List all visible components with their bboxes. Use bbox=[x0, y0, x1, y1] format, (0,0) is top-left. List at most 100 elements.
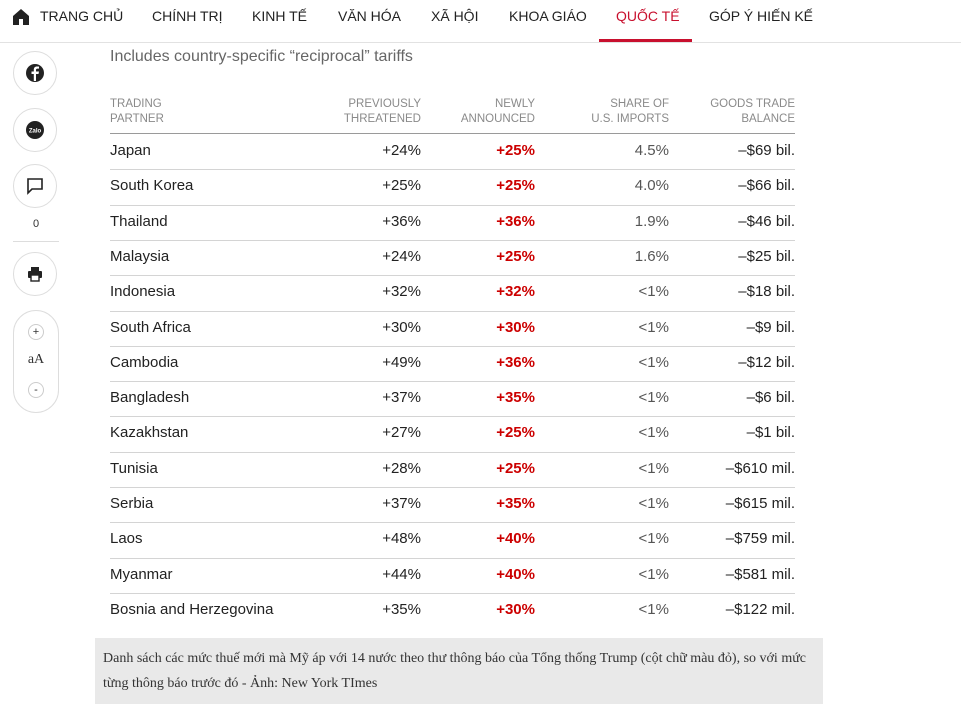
table-cell: Serbia bbox=[110, 495, 154, 512]
column-header: SHARE OF U.S. IMPORTS bbox=[591, 97, 669, 126]
nav-link[interactable]: TRANG CHỦ bbox=[40, 8, 124, 24]
row-rule bbox=[110, 522, 795, 524]
separator bbox=[13, 241, 59, 242]
header-line: GOODS TRADE bbox=[710, 98, 795, 110]
nav-link[interactable]: VĂN HÓA bbox=[338, 8, 402, 24]
nav-bar: TRANG CHỦ CHÍNH TRỊ KINH TẾ VĂN HÓA XÃ HỘI KH… bbox=[0, 0, 961, 43]
header-line: ANNOUNCED bbox=[460, 112, 535, 125]
table-cell: –$25 bil. bbox=[738, 247, 795, 265]
table-cell: –$581 mil. bbox=[725, 565, 795, 583]
row-rule bbox=[110, 557, 795, 559]
table-cell: –$6 bil. bbox=[746, 389, 795, 407]
table-subtitle: Includes country-specific “reciprocal” t… bbox=[110, 48, 413, 65]
table-cell: +32% bbox=[382, 283, 421, 301]
table-cell: <1% bbox=[638, 495, 669, 512]
table-cell: –$9 bil. bbox=[746, 318, 795, 336]
table-cell: –$610 mil. bbox=[725, 459, 795, 477]
table-cell: +28% bbox=[382, 459, 421, 477]
table-cell: South Africa bbox=[110, 318, 191, 336]
print-button[interactable] bbox=[13, 252, 57, 296]
table-cell: 1.6% bbox=[634, 247, 669, 265]
table-cell: Kazakhstan bbox=[110, 424, 189, 442]
nav-link[interactable]: XÃ HỘI bbox=[431, 8, 479, 24]
table-cell: South Korea bbox=[110, 177, 194, 195]
table-cell: <1% bbox=[638, 530, 669, 548]
table-cell: +37% bbox=[382, 495, 421, 512]
header-line: PREVIOUSLY bbox=[348, 98, 421, 110]
table-cell: –$12 bil. bbox=[738, 353, 795, 371]
active-underline bbox=[599, 39, 692, 42]
table-cell: –$759 mil. bbox=[725, 530, 795, 548]
table-cell: +37% bbox=[382, 389, 421, 407]
font-down-button[interactable]: - bbox=[28, 382, 44, 398]
header-line: THREATENED bbox=[343, 112, 421, 125]
table-cell: +35% bbox=[496, 495, 535, 512]
table-cell: +40% bbox=[496, 530, 535, 548]
table-cell: +49% bbox=[382, 353, 421, 371]
table-cell: +24% bbox=[382, 247, 421, 265]
row-rule bbox=[110, 169, 795, 171]
table-cell: <1% bbox=[638, 318, 669, 336]
table-cell: +25% bbox=[496, 459, 535, 477]
table-cell: Thailand bbox=[110, 212, 168, 230]
table-cell: 1.9% bbox=[634, 212, 669, 230]
table-cell: Tunisia bbox=[110, 459, 158, 477]
table-cell: +24% bbox=[382, 142, 421, 159]
home-icon[interactable] bbox=[12, 8, 30, 26]
column-header: NEWLY ANNOUNCED bbox=[461, 97, 535, 126]
table-cell: +25% bbox=[382, 177, 421, 195]
row-rule bbox=[110, 487, 795, 488]
nav-link[interactable]: KHOA GIÁO bbox=[509, 8, 587, 24]
header-line: TRADING bbox=[110, 98, 162, 110]
table-cell: +32% bbox=[496, 283, 535, 301]
table-cell: Cambodia bbox=[110, 353, 179, 371]
table-cell: +30% bbox=[382, 318, 421, 336]
row-rule bbox=[110, 345, 795, 347]
table-cell: Malaysia bbox=[110, 247, 170, 265]
table-cell: +35% bbox=[496, 389, 535, 407]
table-cell: Laos bbox=[110, 530, 143, 548]
table-cell: –$18 bil. bbox=[738, 283, 795, 301]
table-cell: +27% bbox=[382, 424, 421, 442]
row-rule bbox=[110, 416, 795, 418]
table-cell: –$69 bil. bbox=[738, 142, 795, 159]
facebook-button[interactable] bbox=[13, 51, 57, 95]
header-line: NEWLY bbox=[494, 98, 535, 110]
nav-link[interactable]: QUỐC TẾ bbox=[616, 8, 680, 24]
row-rule bbox=[110, 381, 795, 383]
svg-text:Zalo: Zalo bbox=[29, 129, 42, 135]
column-header: GOODS TRADE BALANCE bbox=[710, 97, 795, 126]
row-rule bbox=[110, 204, 795, 206]
table-cell: +48% bbox=[382, 530, 421, 548]
column-header: PREVIOUSLY THREATENED bbox=[344, 97, 421, 126]
table-cell: +30% bbox=[496, 600, 535, 618]
table-cell: +25% bbox=[496, 424, 535, 442]
table-cell: Indonesia bbox=[110, 283, 176, 301]
table-cell: +25% bbox=[496, 247, 535, 265]
header-line: U.S. IMPORTS bbox=[591, 112, 669, 125]
column-header: TRADING PARTNER bbox=[110, 97, 164, 126]
row-rule bbox=[110, 310, 795, 312]
table-cell: +36% bbox=[496, 353, 535, 371]
zalo-button[interactable]: Zalo bbox=[13, 108, 57, 152]
font-size-control: + aA - bbox=[13, 310, 59, 413]
nav-link[interactable]: CHÍNH TRỊ bbox=[152, 8, 223, 24]
table-cell: Bangladesh bbox=[110, 389, 190, 407]
table-cell: <1% bbox=[638, 353, 669, 371]
table-cell: –$46 bil. bbox=[738, 212, 795, 230]
nav-link[interactable]: KINH TẾ bbox=[252, 8, 307, 24]
caption: Danh sách các mức thuế mới mà Mỹ áp với … bbox=[103, 651, 807, 691]
header-line: PARTNER bbox=[110, 112, 164, 125]
row-rule bbox=[110, 239, 795, 241]
font-up-button[interactable]: + bbox=[28, 324, 44, 340]
table-cell: –$1 bil. bbox=[746, 424, 795, 442]
caption-box: Danh sách các mức thuế mới mà Mỹ áp với … bbox=[95, 638, 823, 704]
nav-link[interactable]: GÓP Ý HIẾN KẾ bbox=[709, 8, 813, 24]
table-cell: <1% bbox=[638, 424, 669, 442]
font-label: aA bbox=[27, 352, 45, 367]
table-cell: Japan bbox=[110, 142, 151, 159]
comment-button[interactable] bbox=[13, 164, 57, 208]
table-cell: +36% bbox=[496, 212, 535, 230]
table-cell: <1% bbox=[638, 389, 669, 407]
